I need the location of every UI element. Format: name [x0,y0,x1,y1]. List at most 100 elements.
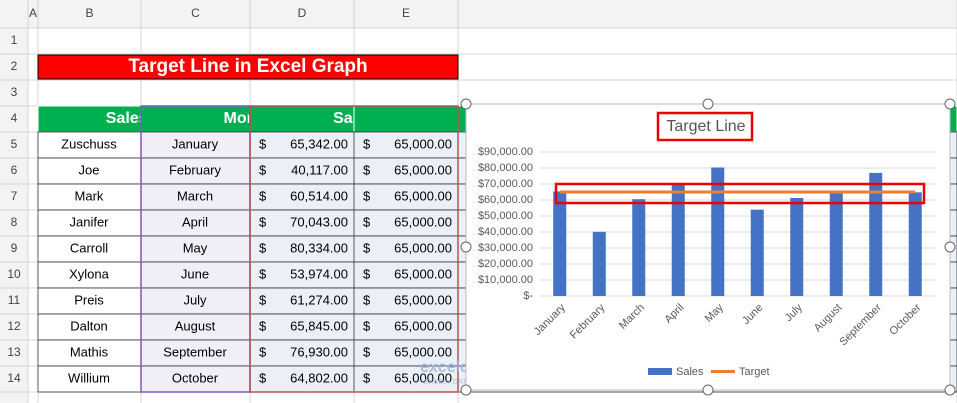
row-header[interactable]: 9 [11,241,18,255]
column-header[interactable]: B [85,6,93,20]
column-header[interactable]: E [402,6,410,20]
column-header[interactable]: D [298,6,307,20]
cell-text: April [182,214,208,229]
y-tick-label: $- [523,290,533,302]
currency: $ [363,266,371,281]
column-header[interactable]: C [191,6,200,20]
y-tick-label: $10,000.00 [478,274,533,286]
currency: $ [363,214,371,229]
bar [671,183,685,296]
title-highlight [656,111,754,142]
cell-text: 65,000.00 [394,318,452,333]
row-header[interactable]: 14 [7,371,21,385]
currency: $ [259,344,267,359]
currency: $ [259,214,267,229]
cell-text: Mark [75,188,104,203]
title-cell [37,54,459,80]
bar [750,209,764,296]
y-tick-label: $90,000.00 [478,146,533,158]
currency: $ [259,370,267,385]
bar [592,231,606,296]
resize-handle[interactable] [460,241,472,253]
bar [790,197,804,296]
row-header[interactable]: 5 [11,137,18,151]
chart-title: Target Line [666,118,745,135]
cell-text: 53,974.00 [290,266,348,281]
row-header[interactable]: 7 [11,189,18,203]
cell-text: July [183,292,207,307]
currency: $ [363,136,371,151]
currency: $ [363,370,371,385]
cell-text: 65,000.00 [394,344,452,359]
cell-text: 60,514.00 [290,188,348,203]
bar [553,191,567,296]
cell-text: Xylona [69,266,110,281]
row-header[interactable]: 2 [11,59,18,73]
row-header[interactable]: 1 [11,33,18,47]
legend-swatch [648,368,672,375]
row-header[interactable]: 13 [7,345,21,359]
bar [632,199,646,296]
cell-text: Zuschuss [61,136,117,151]
sheet-title: Target Line in Excel Graph [128,56,367,77]
currency: $ [259,136,267,151]
cell-text: 80,334.00 [290,240,348,255]
currency: $ [363,162,371,177]
row-header[interactable]: 3 [11,85,18,99]
cell-text: 65,000.00 [394,266,452,281]
cell-text: 65,000.00 [394,240,452,255]
column-header[interactable]: A [29,6,37,20]
cell-text: January [172,136,219,151]
cell-text: 65,000.00 [394,214,452,229]
cell-text: September [163,344,227,359]
currency: $ [259,188,267,203]
currency: $ [259,318,267,333]
currency: $ [259,266,267,281]
currency: $ [363,344,371,359]
selection-values [249,105,459,393]
cell-text: 76,930.00 [290,344,348,359]
currency: $ [259,162,267,177]
row-header[interactable]: 10 [7,267,21,281]
row-header[interactable]: 6 [11,163,18,177]
cell-text: Joe [79,162,100,177]
cell-text: 65,000.00 [394,370,452,385]
cell-text: March [177,188,213,203]
resize-handle[interactable] [944,384,956,396]
cell-text: 65,000.00 [394,188,452,203]
resize-handle[interactable] [460,384,472,396]
cell-text: 65,000.00 [394,162,452,177]
cell-text: 65,000.00 [394,292,452,307]
cell-text: Preis [74,292,104,307]
resize-handle[interactable] [944,98,956,110]
column-header-bar [0,0,957,28]
cell-text: August [175,318,216,333]
currency: $ [363,318,371,333]
resize-handle[interactable] [944,241,956,253]
cell-text: 61,274.00 [290,292,348,307]
cell-text: 70,043.00 [290,214,348,229]
cell-text: October [172,370,219,385]
row-header-bar [0,0,28,403]
cell-text: Mathis [70,344,109,359]
y-tick-label: $30,000.00 [478,242,533,254]
bar [711,167,725,296]
row-header[interactable]: 4 [11,111,18,125]
currency: $ [363,292,371,307]
resize-handle[interactable] [460,98,472,110]
row-header[interactable]: 11 [8,293,21,307]
y-tick-label: $70,000.00 [478,178,533,190]
y-tick-label: $60,000.00 [478,194,533,206]
cell-text: Carroll [70,240,108,255]
watermark-sub: EXCEL · DATA · BI [424,379,483,386]
row-header[interactable]: 8 [11,215,18,229]
y-tick-label: $20,000.00 [478,258,533,270]
cell-text: 65,342.00 [290,136,348,151]
legend-label: Target [739,366,770,378]
row-header[interactable]: 12 [7,319,21,333]
resize-handle[interactable] [702,98,714,110]
resize-handle[interactable] [702,384,714,396]
cell-text: May [183,240,208,255]
cell-text: 40,117.00 [291,162,348,177]
